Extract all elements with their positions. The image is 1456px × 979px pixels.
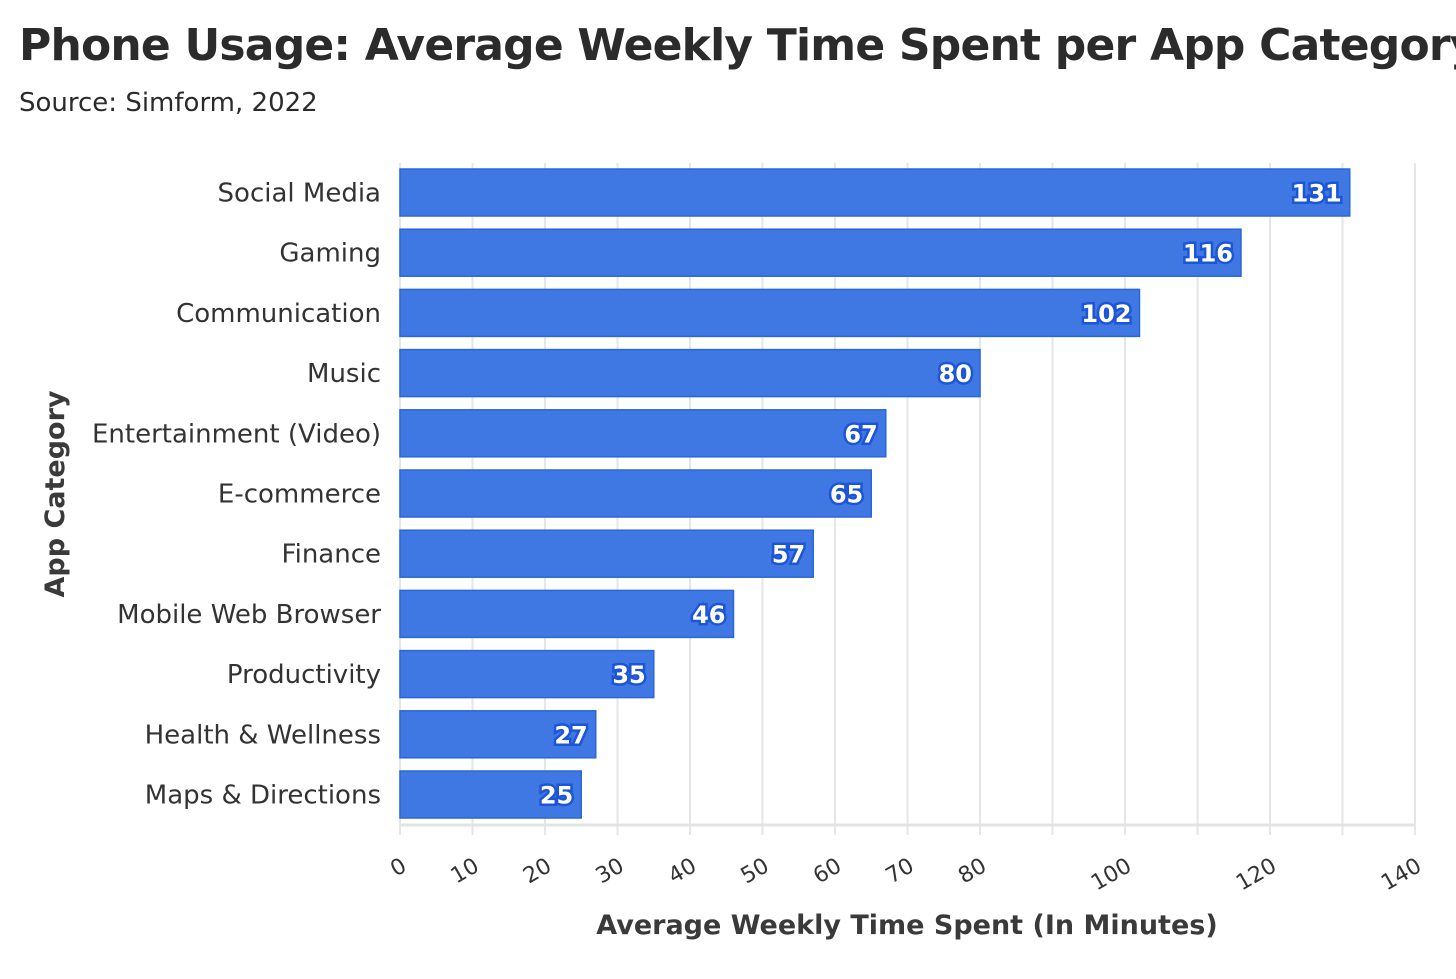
y-tick-label: Music	[307, 359, 381, 389]
y-tick-label: Entertainment (Video)	[92, 419, 381, 449]
x-tick-label: 100	[1087, 854, 1136, 897]
x-tick-label: 80	[954, 854, 991, 890]
data-label: 46	[692, 601, 725, 629]
x-tick-label: 30	[592, 854, 629, 890]
x-tick-label: 120	[1232, 854, 1281, 897]
y-tick-label: Maps & Directions	[145, 781, 381, 811]
y-tick-label: Productivity	[227, 660, 381, 690]
x-tick-label: 60	[809, 854, 846, 890]
bar	[399, 649, 655, 699]
x-tick-label: 20	[519, 854, 556, 890]
x-tick-label: 50	[737, 854, 774, 890]
bar	[399, 770, 582, 819]
y-tick-label: Mobile Web Browser	[117, 600, 381, 630]
x-tick-label: 70	[882, 854, 919, 890]
y-tick-label: Gaming	[279, 239, 381, 269]
data-label: 27	[554, 721, 587, 749]
data-label: 102	[1081, 300, 1131, 328]
data-label: 116	[1183, 240, 1233, 268]
bar	[399, 469, 872, 518]
bar	[399, 589, 735, 639]
x-tick-label: 10	[447, 854, 484, 890]
x-tick-label: 0	[386, 854, 411, 883]
bar	[399, 348, 981, 398]
bar	[399, 529, 814, 578]
bar	[399, 409, 887, 458]
data-label: 131	[1292, 180, 1342, 208]
data-label: 80	[939, 360, 972, 388]
x-axis-label: Average Weekly Time Spent (In Minutes)	[596, 910, 1217, 941]
bar	[399, 288, 1141, 338]
y-tick-label: Finance	[282, 540, 381, 570]
bar	[399, 168, 1351, 217]
chart-title: Phone Usage: Average Weekly Time Spent p…	[19, 20, 1456, 71]
y-tick-label: E-commerce	[218, 480, 381, 510]
bar	[399, 228, 1242, 277]
bar	[399, 710, 597, 759]
data-label: 35	[612, 661, 645, 689]
data-label: 57	[772, 541, 805, 569]
data-label: 65	[830, 481, 863, 509]
data-label: 67	[844, 420, 877, 448]
x-tick-label: 140	[1377, 854, 1426, 897]
y-tick-label: Health & Wellness	[145, 720, 381, 750]
y-tick-label: Social Media	[218, 179, 381, 209]
y-tick-label: Communication	[176, 299, 381, 329]
chart-subtitle: Source: Simform, 2022	[19, 88, 318, 118]
x-tick-label: 40	[664, 854, 701, 890]
data-label: 25	[540, 782, 573, 810]
y-axis-label: App Category	[40, 390, 71, 597]
